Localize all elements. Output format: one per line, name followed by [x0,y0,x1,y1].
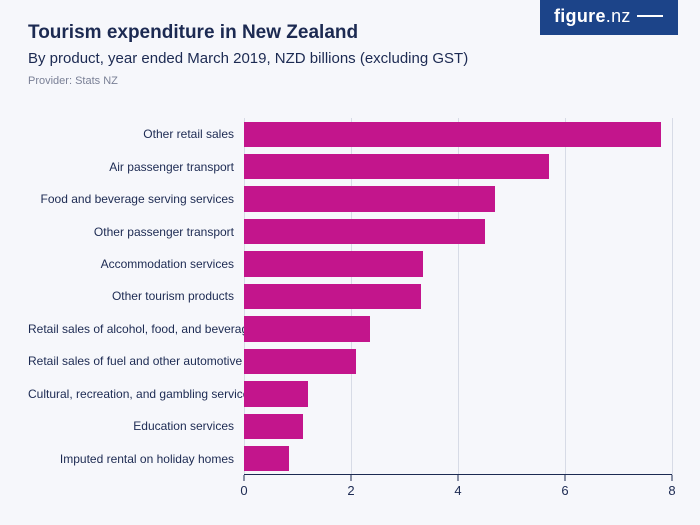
category-label: Food and beverage serving services [28,192,244,206]
gridline [672,118,673,475]
bar-track [244,313,672,345]
plot-area: Other retail sales Air passenger transpor… [28,118,672,475]
tick-mark [458,475,459,481]
bar-row: Food and beverage serving services [28,183,672,215]
bar-track [244,378,672,410]
bar-row: Cultural, recreation, and gambling servi… [28,378,672,410]
bar-row: Education services [28,410,672,442]
tick-mark [565,475,566,481]
bar-track [244,410,672,442]
bar-row: Other passenger transport [28,215,672,247]
bar [244,154,549,179]
logo-text-1: figure [554,6,606,26]
bar-track [244,150,672,182]
chart-subtitle: By product, year ended March 2019, NZD b… [28,50,672,67]
bar-row: Retail sales of alcohol, food, and bever… [28,313,672,345]
tick-label: 4 [454,483,461,498]
category-label: Other tourism products [28,289,244,303]
category-label: Retail sales of fuel and other automotiv… [28,354,244,368]
category-label: Education services [28,419,244,433]
bar [244,349,356,374]
bar-rows: Other retail sales Air passenger transpor… [28,118,672,475]
category-label: Other retail sales [28,127,244,141]
bar [244,122,661,147]
bar-row: Air passenger transport [28,150,672,182]
category-label: Air passenger transport [28,160,244,174]
category-label: Imputed rental on holiday homes [28,452,244,466]
x-axis-ticks: 02468 [244,475,672,501]
tick-mark [244,475,245,481]
logo-text-2: .nz [606,6,631,26]
brand-logo: figure.nz [540,0,678,35]
chart-area: Other retail sales Air passenger transpor… [28,118,672,501]
bar-row: Imputed rental on holiday homes [28,443,672,475]
bar [244,446,289,471]
category-label: Accommodation services [28,257,244,271]
bar [244,316,370,341]
bar-track [244,443,672,475]
tick-label: 0 [240,483,247,498]
tick-mark [672,475,673,481]
category-label: Other passenger transport [28,225,244,239]
bar [244,414,303,439]
chart-provider: Provider: Stats NZ [28,75,672,87]
bar-track [244,345,672,377]
bar-row: Accommodation services [28,248,672,280]
bar-row: Other retail sales [28,118,672,150]
category-label: Retail sales of alcohol, food, and bever… [28,322,244,336]
bar [244,186,495,211]
bar-track [244,280,672,312]
bar [244,284,421,309]
logo-underline [637,15,663,17]
bar-track [244,118,672,150]
bar [244,219,485,244]
tick-label: 8 [668,483,675,498]
tick-label: 2 [347,483,354,498]
category-label: Cultural, recreation, and gambling servi… [28,387,244,401]
tick-mark [351,475,352,481]
bar [244,251,423,276]
tick-label: 6 [561,483,568,498]
bar-row: Other tourism products [28,280,672,312]
bar-track [244,183,672,215]
bar-track [244,248,672,280]
bar [244,381,308,406]
bar-row: Retail sales of fuel and other automotiv… [28,345,672,377]
bar-track [244,215,672,247]
